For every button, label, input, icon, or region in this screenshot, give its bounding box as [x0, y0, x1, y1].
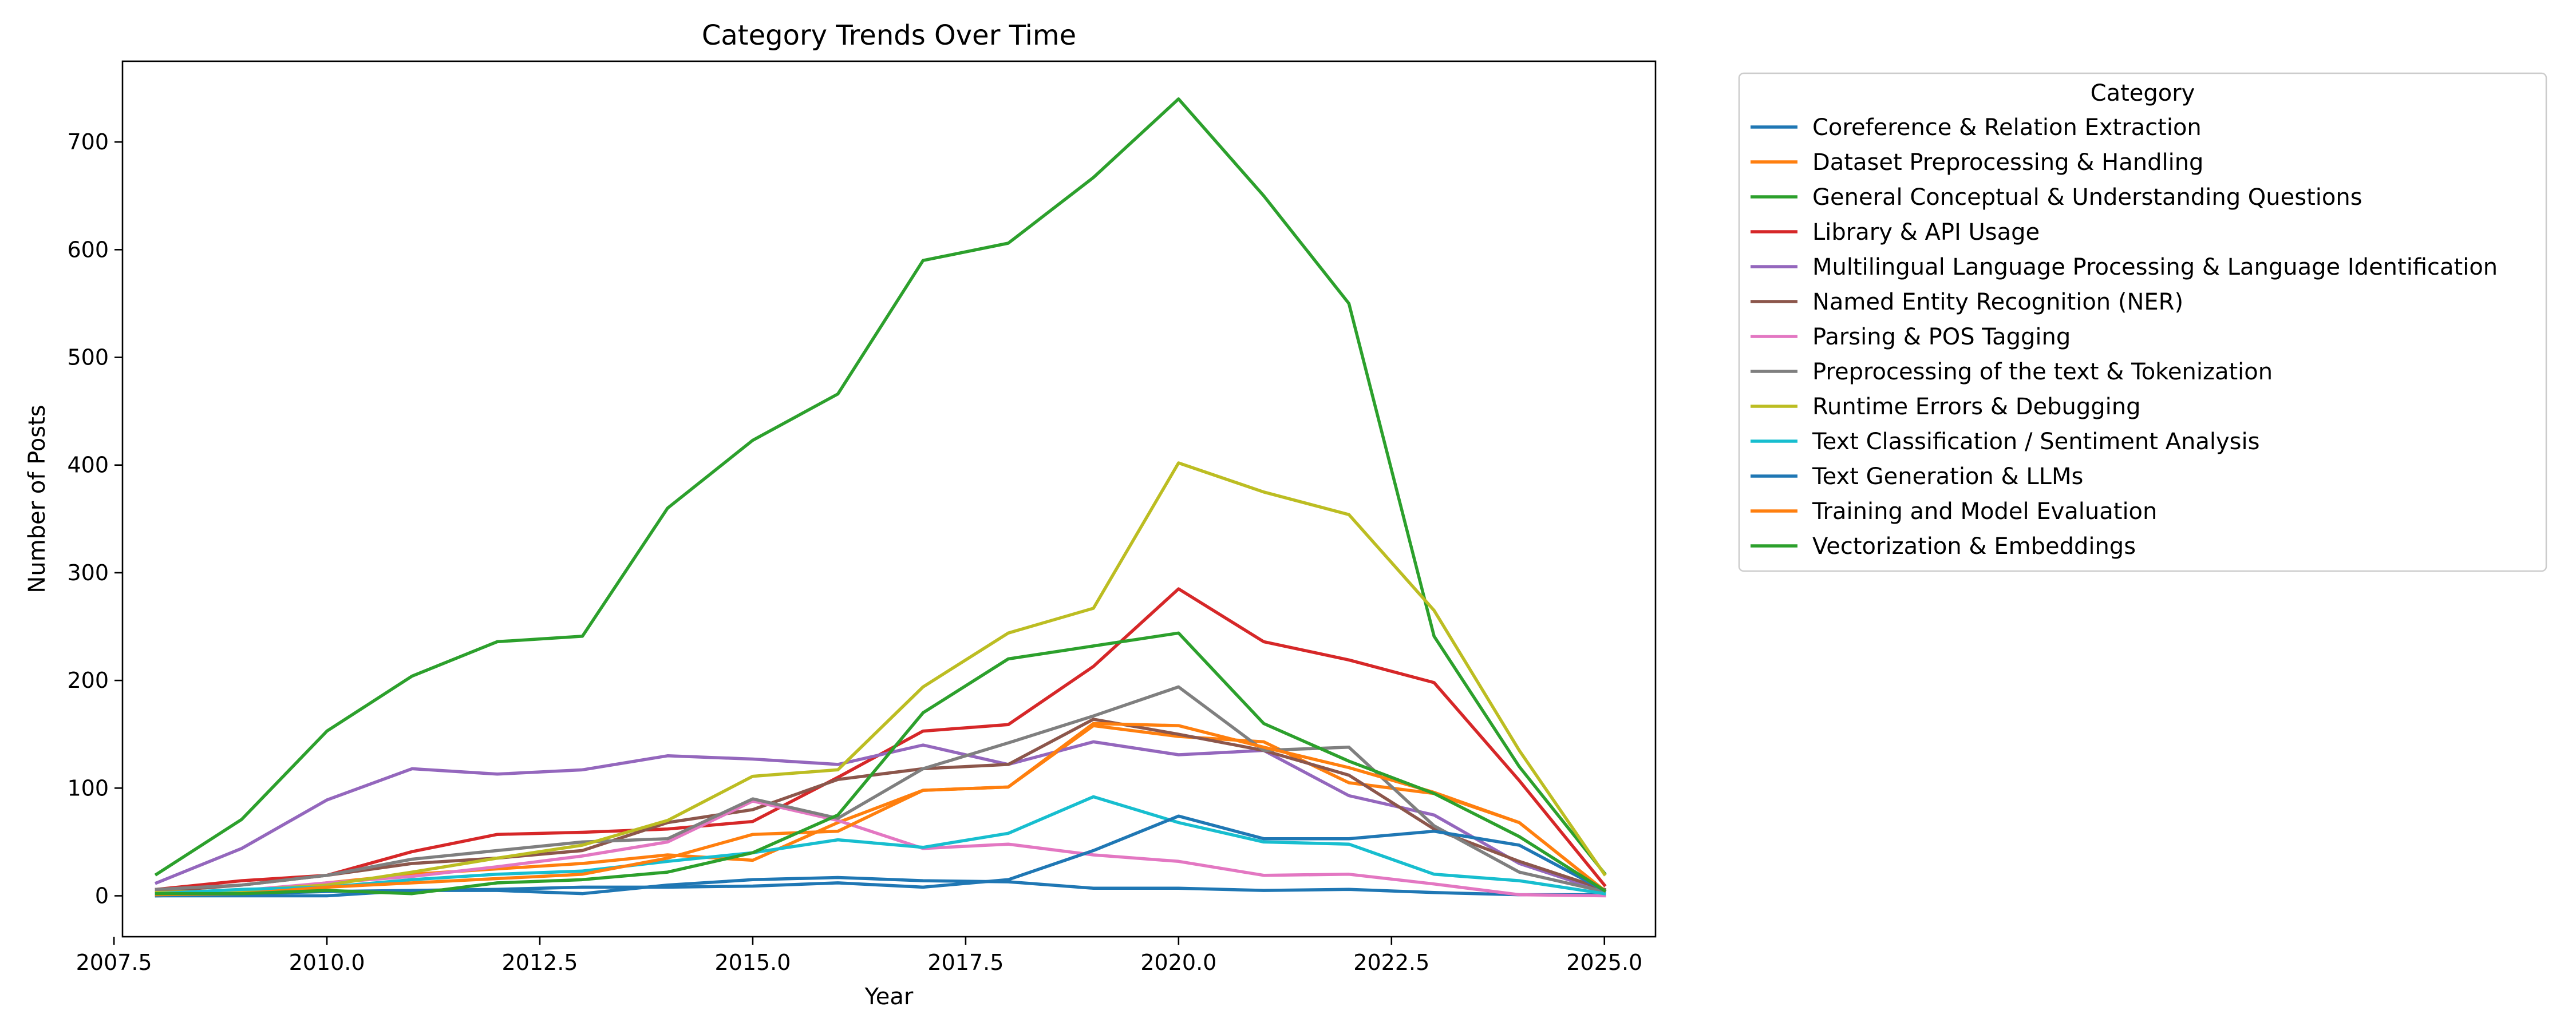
legend-label-10: Text Generation & LLMs [1812, 464, 2083, 490]
y-tick-label: 400 [67, 453, 109, 478]
y-tick-label: 600 [67, 237, 109, 262]
x-tick-label: 2010.0 [289, 950, 365, 975]
legend-frame [1738, 72, 2547, 572]
x-axis-title: Year [864, 984, 914, 1010]
legend-label-2: General Conceptual & Understanding Quest… [1812, 184, 2362, 211]
series-line-6 [155, 799, 1606, 898]
chart-title: Category Trends Over Time [702, 19, 1076, 52]
legend-entries: Coreference & Relation Extraction Dataset… [1751, 114, 2498, 560]
legend-label-5: Named Entity Recognition (NER) [1812, 289, 2183, 315]
series-line-9 [155, 795, 1606, 896]
x-tick-label: 2007.5 [76, 950, 152, 975]
series-line-5 [155, 718, 1607, 893]
y-axis-title: Number of Posts [24, 405, 50, 593]
y-tick-label: 300 [67, 560, 109, 585]
plot-area [121, 60, 1657, 938]
x-tick-label: 2012.5 [502, 950, 578, 975]
x-axis: 2007.5 2010.0 2012.5 2015.0 2017.5 2020.0 2022… [76, 937, 1642, 975]
y-tick-label: 500 [67, 345, 109, 370]
legend-label-12: Vectorization & Embeddings [1812, 533, 2136, 560]
series-line-2 [154, 97, 1607, 877]
legend-label-4: Multilingual Language Processing & Langu… [1812, 254, 2498, 280]
y-tick-label: 0 [95, 883, 109, 908]
legend-label-7: Preprocessing of the text & Tokenization [1812, 359, 2273, 385]
series-line-12 [155, 631, 1607, 896]
legend-title: Category [2091, 80, 2195, 106]
series-lines [154, 97, 1607, 898]
legend-label-8: Runtime Errors & Debugging [1812, 394, 2141, 420]
x-tick-label: 2020.0 [1140, 950, 1216, 975]
x-tick-label: 2017.5 [927, 950, 1003, 975]
legend-label-0: Coreference & Relation Extraction [1812, 114, 2202, 141]
y-tick-label: 100 [67, 775, 109, 801]
series-line-11 [155, 722, 1607, 897]
x-tick-label: 2025.0 [1566, 950, 1642, 975]
plot-frame [121, 60, 1657, 938]
series-line-10 [155, 814, 1607, 898]
series-line-7 [155, 685, 1606, 894]
x-tick-label: 2015.0 [714, 950, 791, 975]
legend-label-1: Dataset Preprocessing & Handling [1812, 149, 2203, 176]
y-tick-label: 200 [67, 668, 109, 693]
y-tick-label: 700 [67, 129, 109, 154]
x-tick-label: 2022.5 [1353, 950, 1429, 975]
legend-label-9: Text Classification / Sentiment Analysis [1812, 429, 2259, 455]
series-line-8 [155, 461, 1607, 894]
legend: Category Coreference & Relation Extracti… [1738, 72, 2547, 572]
legend-label-3: Library & API Usage [1812, 219, 2040, 245]
y-axis: 0 100 200 300 400 500 600 700 [67, 129, 123, 908]
series-line-4 [154, 740, 1607, 894]
legend-label-6: Parsing & POS Tagging [1812, 324, 2071, 350]
legend-label-11: Training and Model Evaluation [1812, 498, 2157, 525]
